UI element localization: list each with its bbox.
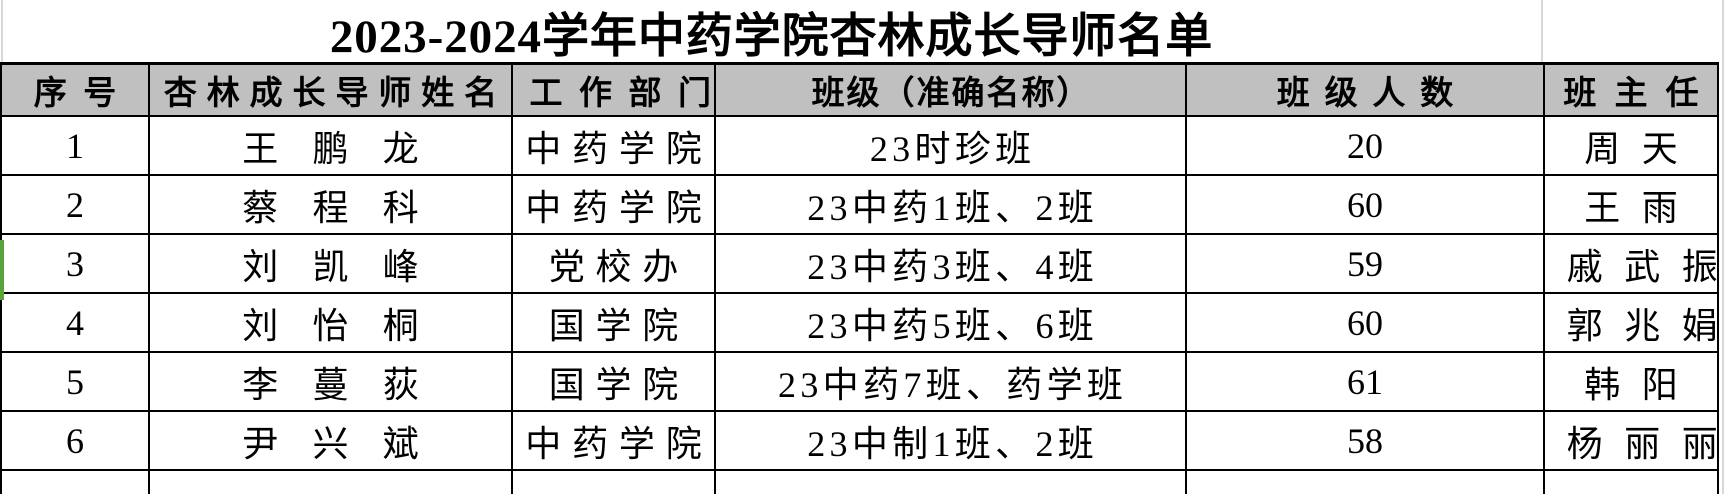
cell-dept[interactable]: 国学院 (511, 292, 716, 353)
cell-class[interactable] (714, 469, 1187, 494)
cell-teacher[interactable]: 王雨 (1543, 174, 1719, 235)
cell-mentor[interactable]: 王鹏龙 (148, 115, 513, 176)
cell-class[interactable]: 23中药5班、6班 (714, 292, 1187, 353)
cell-count[interactable]: 20 (1185, 115, 1545, 176)
cell-count[interactable]: 60 (1185, 174, 1545, 235)
mentor-table: 序号 杏林成长导师姓名 工作部门 班级（准确名称） 班级人数 班主任 1 王鹏龙… (0, 62, 1719, 494)
cell-teacher[interactable]: 杨丽丽 (1543, 410, 1719, 471)
header-cell-teacher[interactable]: 班主任 (1543, 62, 1719, 117)
header-row: 序号 杏林成长导师姓名 工作部门 班级（准确名称） 班级人数 班主任 (0, 62, 1719, 117)
table-row: 5 李蔓荻 国学院 23中药7班、药学班 61 韩阳 (0, 351, 1719, 412)
cell-class[interactable]: 23中药1班、2班 (714, 174, 1187, 235)
header-cell-class[interactable]: 班级（准确名称） (714, 62, 1187, 117)
cell-mentor[interactable] (148, 469, 513, 494)
cell-teacher[interactable] (1543, 469, 1719, 494)
cell-no[interactable]: 4 (0, 292, 150, 353)
header-cell-count[interactable]: 班级人数 (1185, 62, 1545, 117)
table-row: 4 刘怡桐 国学院 23中药5班、6班 60 郭兆娟 (0, 292, 1719, 353)
cell-count[interactable]: 59 (1185, 233, 1545, 294)
cell-dept[interactable] (511, 469, 716, 494)
cell-no[interactable]: 6 (0, 410, 150, 471)
cell-class[interactable]: 23中药3班、4班 (714, 233, 1187, 294)
cell-mentor[interactable]: 李蔓荻 (148, 351, 513, 412)
cell-no[interactable]: 5 (0, 351, 150, 412)
header-cell-mentor[interactable]: 杏林成长导师姓名 (148, 62, 513, 117)
cell-teacher[interactable]: 戚武振 (1543, 233, 1719, 294)
cell-count[interactable]: 58 (1185, 410, 1545, 471)
gridline-right-edge (1722, 0, 1724, 494)
title-merged-cell[interactable]: 2023-2024学年中药学院杏林成长导师名单 (0, 0, 1543, 63)
cell-count[interactable]: 61 (1185, 351, 1545, 412)
cell-teacher[interactable]: 郭兆娟 (1543, 292, 1719, 353)
page-title: 2023-2024学年中药学院杏林成长导师名单 (329, 10, 1214, 63)
cell-no[interactable]: 1 (0, 115, 150, 176)
gridline-left-edge (1, 0, 3, 62)
cell-teacher[interactable]: 韩阳 (1543, 351, 1719, 412)
cell-dept[interactable]: 国学院 (511, 351, 716, 412)
cell-class[interactable]: 23时珍班 (714, 115, 1187, 176)
cell-mentor[interactable]: 刘凯峰 (148, 233, 513, 294)
cell-count[interactable] (1185, 469, 1545, 494)
selection-left-border (0, 240, 4, 300)
cell-no[interactable]: 3 (0, 233, 150, 294)
table-row-partial (0, 469, 1719, 494)
cell-mentor[interactable]: 蔡程科 (148, 174, 513, 235)
cell-no[interactable] (0, 469, 150, 494)
cell-dept[interactable]: 中药学院 (511, 174, 716, 235)
table-row: 1 王鹏龙 中药学院 23时珍班 20 周天 (0, 115, 1719, 176)
cell-count[interactable]: 60 (1185, 292, 1545, 353)
cell-dept[interactable]: 中药学院 (511, 115, 716, 176)
header-cell-dept[interactable]: 工作部门 (511, 62, 716, 117)
table-row: 3 刘凯峰 党校办 23中药3班、4班 59 戚武振 (0, 233, 1719, 294)
cell-dept[interactable]: 党校办 (511, 233, 716, 294)
cell-dept[interactable]: 中药学院 (511, 410, 716, 471)
cell-teacher[interactable]: 周天 (1543, 115, 1719, 176)
cell-class[interactable]: 23中制1班、2班 (714, 410, 1187, 471)
cell-class[interactable]: 23中药7班、药学班 (714, 351, 1187, 412)
cell-no[interactable]: 2 (0, 174, 150, 235)
table-row: 6 尹兴斌 中药学院 23中制1班、2班 58 杨丽丽 (0, 410, 1719, 471)
table-row: 2 蔡程科 中药学院 23中药1班、2班 60 王雨 (0, 174, 1719, 235)
gridline-column-f-top (1541, 0, 1543, 62)
cell-mentor[interactable]: 刘怡桐 (148, 292, 513, 353)
header-cell-no[interactable]: 序号 (0, 62, 150, 117)
cell-mentor[interactable]: 尹兴斌 (148, 410, 513, 471)
